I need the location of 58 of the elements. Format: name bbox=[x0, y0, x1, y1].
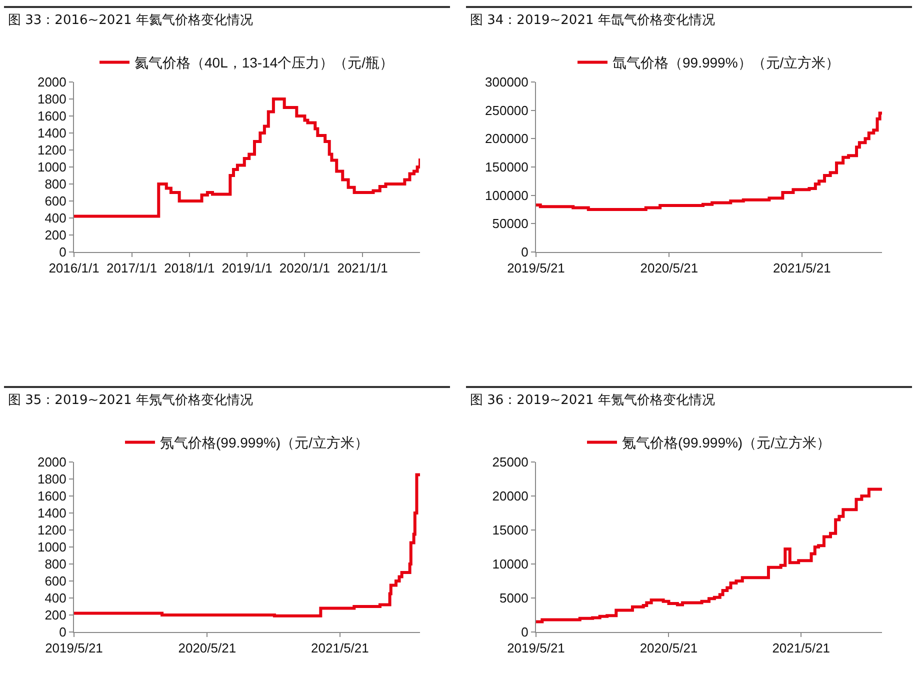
y-tick-label: 1200 bbox=[37, 522, 66, 538]
y-tick-label: 400 bbox=[44, 590, 66, 606]
y-tick-label: 1800 bbox=[37, 472, 66, 487]
y-tick-label: 0 bbox=[59, 244, 66, 260]
x-tick-label: 2017/1/1 bbox=[106, 260, 158, 276]
x-tick-label: 2021/5/21 bbox=[311, 640, 369, 656]
y-tick-label: 1000 bbox=[37, 540, 66, 555]
y-tick-label: 300000 bbox=[485, 74, 528, 90]
x-tick-label: 2016/1/1 bbox=[48, 260, 100, 276]
x-tick-label: 2020/5/21 bbox=[640, 640, 698, 656]
y-tick-label: 15000 bbox=[492, 522, 528, 538]
y-tick-label: 200 bbox=[44, 608, 66, 623]
y-tick-label: 2000 bbox=[37, 74, 66, 90]
y-tick-label: 1600 bbox=[37, 488, 66, 504]
chart-title: 图 35：2019~2021 年氖气价格变化情况 bbox=[4, 386, 450, 412]
x-tick-label: 2019/5/21 bbox=[507, 640, 565, 656]
x-tick-label: 2021/1/1 bbox=[337, 260, 388, 276]
chart-title: 图 33：2016~2021 年氦气价格变化情况 bbox=[4, 6, 450, 32]
y-tick-label: 0 bbox=[521, 624, 528, 640]
y-tick-label: 10000 bbox=[492, 556, 528, 572]
y-tick-label: 250000 bbox=[485, 102, 528, 118]
y-tick-label: 5000 bbox=[499, 590, 528, 606]
y-tick-label: 1400 bbox=[37, 506, 66, 521]
y-tick-label: 200 bbox=[44, 228, 66, 243]
y-tick-label: 150000 bbox=[485, 160, 528, 175]
chart-title: 图 34：2019~2021 年氙气价格变化情况 bbox=[466, 6, 912, 32]
y-tick-label: 2000 bbox=[37, 454, 66, 470]
x-tick-label: 2021/5/21 bbox=[772, 640, 830, 656]
y-tick-label: 1200 bbox=[37, 142, 66, 158]
y-tick-label: 0 bbox=[59, 624, 66, 640]
legend-label: 氖气价格(99.999%)（元/立方米） bbox=[160, 434, 368, 451]
legend-label: 氪气价格(99.999%)（元/立方米） bbox=[622, 434, 830, 451]
y-tick-label: 200000 bbox=[485, 131, 528, 146]
x-tick-label: 2020/1/1 bbox=[279, 260, 330, 276]
y-tick-label: 20000 bbox=[492, 488, 528, 504]
legend-label: 氦气价格（40L，13-14个压力）（元/瓶） bbox=[134, 54, 394, 71]
y-tick-label: 600 bbox=[44, 574, 66, 589]
y-tick-label: 0 bbox=[521, 244, 528, 260]
x-tick-label: 2018/1/1 bbox=[164, 260, 215, 276]
y-tick-label: 1400 bbox=[37, 126, 66, 141]
x-tick-label: 2019/5/21 bbox=[507, 260, 565, 276]
y-tick-label: 50000 bbox=[492, 216, 528, 232]
x-tick-label: 2020/5/21 bbox=[640, 260, 698, 276]
y-tick-label: 1000 bbox=[37, 160, 66, 175]
y-tick-label: 400 bbox=[44, 210, 66, 226]
y-tick-label: 800 bbox=[44, 176, 66, 192]
y-tick-label: 1600 bbox=[37, 108, 66, 124]
legend-label: 氙气价格（99.999%）（元/立方米） bbox=[612, 54, 840, 71]
y-tick-label: 100000 bbox=[485, 188, 528, 203]
x-tick-label: 2019/5/21 bbox=[45, 640, 103, 656]
y-tick-label: 1800 bbox=[37, 92, 66, 107]
y-tick-label: 800 bbox=[44, 556, 66, 572]
y-tick-label: 25000 bbox=[492, 454, 528, 470]
chart-title: 图 36：2019~2021 年氪气价格变化情况 bbox=[466, 386, 912, 412]
x-tick-label: 2021/5/21 bbox=[773, 260, 831, 276]
y-tick-label: 600 bbox=[44, 194, 66, 209]
x-tick-label: 2019/1/1 bbox=[222, 260, 272, 276]
x-tick-label: 2020/5/21 bbox=[178, 640, 236, 656]
